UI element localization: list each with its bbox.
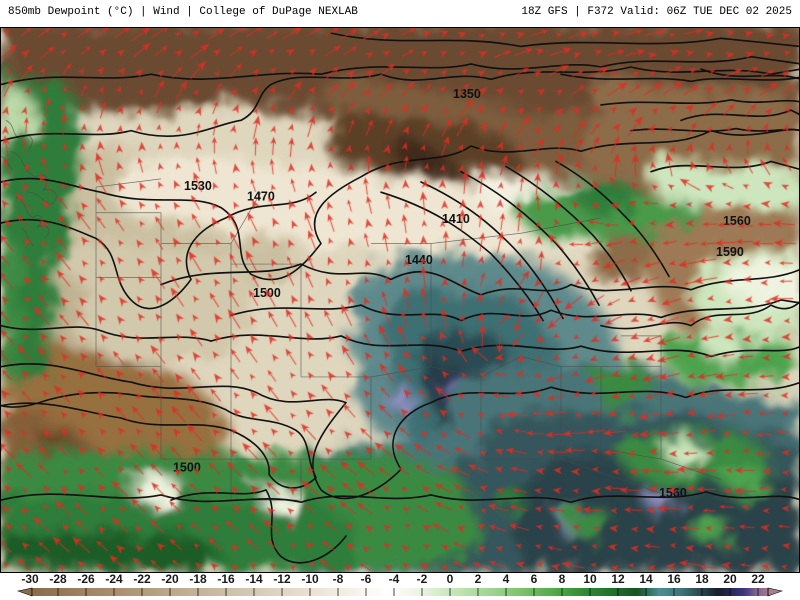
svg-text:-28: -28 <box>49 573 67 586</box>
svg-text:6: 6 <box>531 573 538 586</box>
svg-text:-20: -20 <box>161 573 179 586</box>
svg-text:2: 2 <box>475 573 482 586</box>
svg-text:14: 14 <box>639 573 653 586</box>
svg-text:-2: -2 <box>417 573 428 586</box>
svg-text:-6: -6 <box>361 573 372 586</box>
svg-text:-22: -22 <box>133 573 151 586</box>
svg-text:4: 4 <box>503 573 510 586</box>
svg-text:20: 20 <box>723 573 737 586</box>
svg-text:10: 10 <box>583 573 597 586</box>
svg-text:-10: -10 <box>301 573 319 586</box>
svg-text:-18: -18 <box>189 573 207 586</box>
svg-text:-16: -16 <box>217 573 235 586</box>
svg-text:12: 12 <box>611 573 625 586</box>
svg-text:-8: -8 <box>333 573 344 586</box>
svg-text:8: 8 <box>559 573 566 586</box>
svg-text:0: 0 <box>447 573 454 586</box>
svg-text:-14: -14 <box>245 573 263 586</box>
svg-text:-24: -24 <box>105 573 123 586</box>
svg-text:-26: -26 <box>77 573 95 586</box>
svg-text:22: 22 <box>751 573 765 586</box>
svg-text:-12: -12 <box>273 573 291 586</box>
svg-text:16: 16 <box>667 573 681 586</box>
svg-text:-30: -30 <box>21 573 39 586</box>
svg-text:-4: -4 <box>389 573 400 586</box>
svg-text:18: 18 <box>695 573 709 586</box>
